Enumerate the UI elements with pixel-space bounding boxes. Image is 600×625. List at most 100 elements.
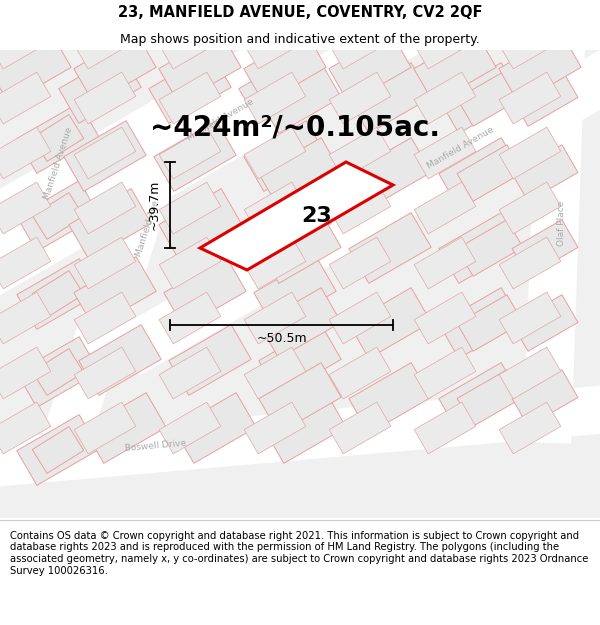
Polygon shape <box>457 145 523 201</box>
Polygon shape <box>329 32 411 103</box>
Polygon shape <box>512 70 578 126</box>
Polygon shape <box>239 52 321 123</box>
Polygon shape <box>414 402 476 454</box>
Polygon shape <box>439 213 521 283</box>
Text: Manfield Avenue: Manfield Avenue <box>42 126 74 200</box>
Polygon shape <box>259 62 341 133</box>
Polygon shape <box>329 402 391 454</box>
Polygon shape <box>264 392 346 463</box>
Polygon shape <box>159 72 221 124</box>
Polygon shape <box>244 347 306 399</box>
Polygon shape <box>200 162 393 270</box>
Polygon shape <box>499 17 561 69</box>
Polygon shape <box>244 237 306 289</box>
Polygon shape <box>457 370 523 426</box>
Polygon shape <box>329 347 391 399</box>
Polygon shape <box>0 384 600 488</box>
Polygon shape <box>457 220 523 276</box>
Text: Manfield Avenue: Manfield Avenue <box>185 98 255 142</box>
Polygon shape <box>32 192 84 239</box>
Polygon shape <box>159 402 221 454</box>
Polygon shape <box>349 288 431 358</box>
Text: ~50.5m: ~50.5m <box>256 332 307 346</box>
Polygon shape <box>329 237 391 289</box>
Polygon shape <box>74 292 136 344</box>
Polygon shape <box>244 127 306 179</box>
Polygon shape <box>244 292 306 344</box>
Polygon shape <box>512 145 578 201</box>
Polygon shape <box>159 347 221 399</box>
Polygon shape <box>84 392 166 463</box>
Polygon shape <box>499 292 561 344</box>
Polygon shape <box>0 127 51 179</box>
Polygon shape <box>159 32 241 103</box>
Text: Boswell Drive: Boswell Drive <box>124 439 186 453</box>
Polygon shape <box>439 288 521 358</box>
Polygon shape <box>74 72 136 124</box>
Polygon shape <box>249 189 331 259</box>
Text: ~424m²/~0.105ac.: ~424m²/~0.105ac. <box>150 114 440 142</box>
Polygon shape <box>512 295 578 351</box>
Polygon shape <box>499 347 561 399</box>
Polygon shape <box>0 17 51 69</box>
Polygon shape <box>0 292 51 344</box>
Polygon shape <box>329 127 391 179</box>
Polygon shape <box>159 292 221 344</box>
Polygon shape <box>17 102 99 173</box>
Polygon shape <box>349 362 431 433</box>
Polygon shape <box>499 182 561 234</box>
Polygon shape <box>499 32 581 103</box>
Polygon shape <box>414 182 476 234</box>
Polygon shape <box>259 213 341 283</box>
Text: Contains OS data © Crown copyright and database right 2021. This information is : Contains OS data © Crown copyright and d… <box>10 531 589 576</box>
Polygon shape <box>0 402 51 454</box>
Polygon shape <box>0 0 505 354</box>
Polygon shape <box>414 347 476 399</box>
Polygon shape <box>74 127 136 179</box>
Polygon shape <box>499 127 561 179</box>
Text: Manfield Ave: Manfield Ave <box>135 199 161 257</box>
Polygon shape <box>154 121 236 191</box>
Polygon shape <box>79 324 161 396</box>
Polygon shape <box>174 392 256 463</box>
Polygon shape <box>259 362 341 433</box>
Polygon shape <box>244 17 306 69</box>
Polygon shape <box>0 347 51 399</box>
Polygon shape <box>512 370 578 426</box>
Polygon shape <box>17 414 99 486</box>
Polygon shape <box>329 182 391 234</box>
Polygon shape <box>499 237 561 289</box>
Polygon shape <box>0 32 295 424</box>
Polygon shape <box>74 402 136 454</box>
Polygon shape <box>259 138 341 208</box>
Polygon shape <box>159 127 221 179</box>
Polygon shape <box>0 182 51 234</box>
Polygon shape <box>159 237 221 289</box>
Polygon shape <box>169 324 251 396</box>
Text: Olaf Place: Olaf Place <box>557 200 566 246</box>
Polygon shape <box>244 402 306 454</box>
Polygon shape <box>17 259 99 329</box>
Polygon shape <box>329 292 391 344</box>
Polygon shape <box>414 127 476 179</box>
Polygon shape <box>259 324 341 396</box>
Polygon shape <box>59 52 141 123</box>
Text: 23, MANFIELD AVENUE, COVENTRY, CV2 2QF: 23, MANFIELD AVENUE, COVENTRY, CV2 2QF <box>118 5 482 20</box>
Polygon shape <box>499 72 561 124</box>
Polygon shape <box>439 62 521 133</box>
Polygon shape <box>244 121 326 191</box>
Polygon shape <box>349 138 431 208</box>
Polygon shape <box>17 181 99 251</box>
Text: Manfield Avenue: Manfield Avenue <box>425 125 495 171</box>
Polygon shape <box>159 17 221 69</box>
Polygon shape <box>0 32 71 103</box>
Polygon shape <box>329 72 391 124</box>
Polygon shape <box>244 72 306 124</box>
Text: Map shows position and indicative extent of the property.: Map shows position and indicative extent… <box>120 32 480 46</box>
Polygon shape <box>32 114 84 161</box>
Polygon shape <box>149 52 231 123</box>
Polygon shape <box>523 0 587 444</box>
Polygon shape <box>64 121 146 191</box>
Polygon shape <box>244 32 326 103</box>
Text: ~39.7m: ~39.7m <box>148 180 161 230</box>
